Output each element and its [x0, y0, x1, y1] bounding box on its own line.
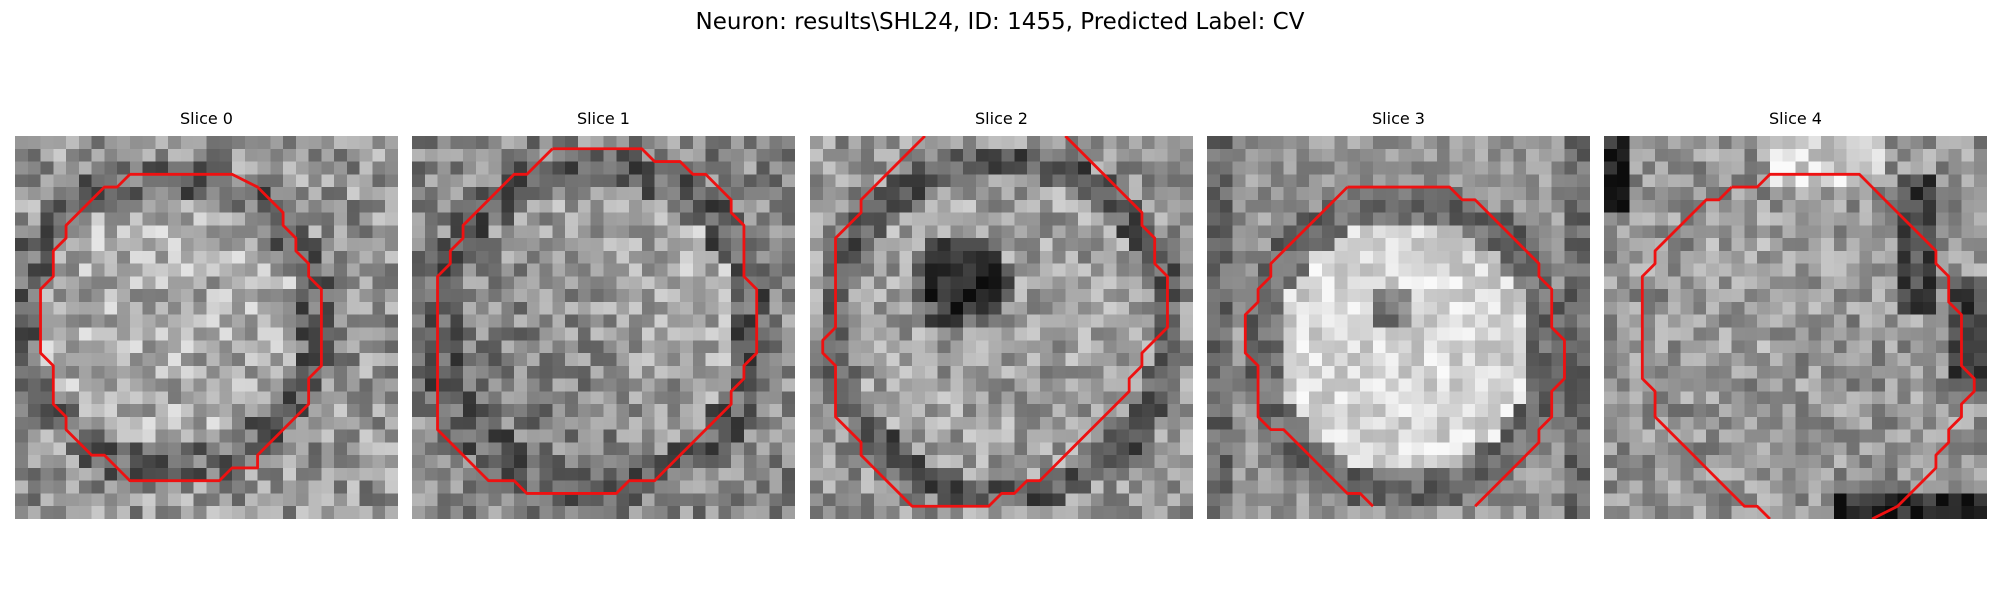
segmentation-contour	[39, 172, 323, 483]
slice-panel-2: Slice 2	[810, 108, 1193, 519]
segmentation-contour	[1640, 186, 1771, 519]
slice-title: Slice 4	[1769, 109, 1822, 128]
figure-title: Neuron: results\SHL24, ID: 1455, Predict…	[695, 9, 1305, 35]
slice-title: Slice 1	[577, 109, 630, 128]
slice-panel-3: Slice 3	[1207, 108, 1590, 519]
segmentation-contour	[1731, 172, 1976, 519]
slice-image	[1207, 136, 1590, 519]
slice-image	[412, 136, 795, 519]
segmentation-contour	[821, 136, 1169, 508]
slice-pixels	[1604, 136, 1987, 519]
slice-image	[15, 136, 398, 519]
slice-title: Slice 2	[975, 109, 1028, 128]
segmentation-contour	[1347, 185, 1566, 508]
slice-panel-4: Slice 4	[1604, 108, 1987, 519]
slice-panel-0: Slice 0	[15, 108, 398, 519]
slice-pixels	[810, 136, 1193, 519]
slice-panel-1: Slice 1	[412, 108, 795, 519]
slice-pixels	[1207, 136, 1590, 519]
slice-image	[810, 136, 1193, 519]
slice-image	[1604, 136, 1987, 519]
slice-pixels	[15, 136, 398, 519]
slice-title: Slice 0	[180, 109, 233, 128]
segmentation-contour	[1243, 186, 1374, 508]
slice-title: Slice 3	[1372, 109, 1425, 128]
segmentation-contour	[436, 147, 759, 495]
